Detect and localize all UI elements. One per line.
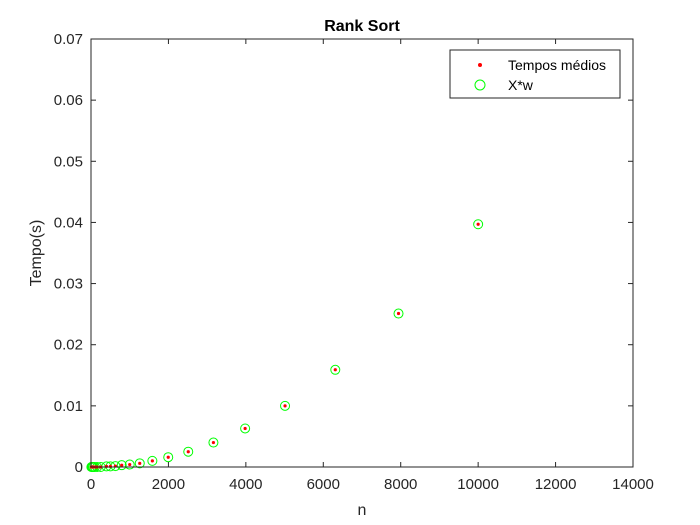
fit-point <box>473 219 484 230</box>
plot-area <box>91 39 633 467</box>
fit-point <box>280 400 291 411</box>
tempos-point <box>108 464 112 468</box>
x-tick-label: 10000 <box>457 476 499 493</box>
fit-point <box>163 452 174 463</box>
fit-point <box>116 460 127 471</box>
tempos-point <box>166 455 170 459</box>
fit-point <box>147 455 158 466</box>
tempos-point <box>333 368 337 372</box>
fit-point <box>134 458 145 469</box>
legend-label-fit: X*w <box>508 77 534 93</box>
y-tick-label: 0 <box>75 459 83 476</box>
x-tick-label: 4000 <box>229 476 262 493</box>
x-tick-label: 6000 <box>307 476 340 493</box>
fit-point <box>330 364 341 375</box>
tempos-point <box>211 440 216 445</box>
x-tick-label: 14000 <box>612 476 654 493</box>
axes-box <box>90 38 634 468</box>
fit-point <box>240 423 251 434</box>
axis-ticks: 0 2000 4000 6000 8000 10000 12000 14000 0 0.01 0.0… <box>54 31 654 493</box>
y-tick-label: 0.07 <box>54 31 83 48</box>
tempos-point <box>120 463 124 467</box>
fit-point <box>393 308 404 319</box>
x-tick-label: 2000 <box>152 476 185 493</box>
fit-point <box>124 459 135 470</box>
legend-label-tempos: Tempos médios <box>508 57 606 73</box>
axes-frame <box>90 38 634 468</box>
tempos-point <box>128 462 132 467</box>
tempos-point <box>476 222 480 226</box>
tempos-point <box>150 459 154 463</box>
x-tick-label: 12000 <box>535 476 577 493</box>
x-tick-label: 0 <box>87 476 95 493</box>
y-tick-label: 0.03 <box>54 276 83 293</box>
fit-point <box>183 446 194 457</box>
tempos-point <box>243 426 247 431</box>
legend-marker-tempos <box>478 63 482 67</box>
tempos-point <box>138 461 142 465</box>
y-axis-label: Tempo(s) <box>28 220 45 287</box>
y-tick-label: 0.02 <box>54 337 83 354</box>
y-tick-label: 0.05 <box>54 153 83 170</box>
legend: Tempos médios X*w <box>449 49 621 99</box>
chart-title: Rank Sort <box>324 18 400 35</box>
x-tick-label: 8000 <box>384 476 417 493</box>
x-axis-label: n <box>358 502 367 519</box>
tempos-point <box>283 404 287 408</box>
legend-marker-fit <box>474 79 486 91</box>
tempos-point <box>186 450 190 454</box>
tempos-point <box>104 464 109 468</box>
y-tick-label: 0.04 <box>54 214 83 231</box>
y-tick-label: 0.06 <box>54 92 83 109</box>
fit-point <box>208 437 219 448</box>
tempos-point <box>396 311 401 316</box>
y-tick-label: 0.01 <box>54 398 83 415</box>
